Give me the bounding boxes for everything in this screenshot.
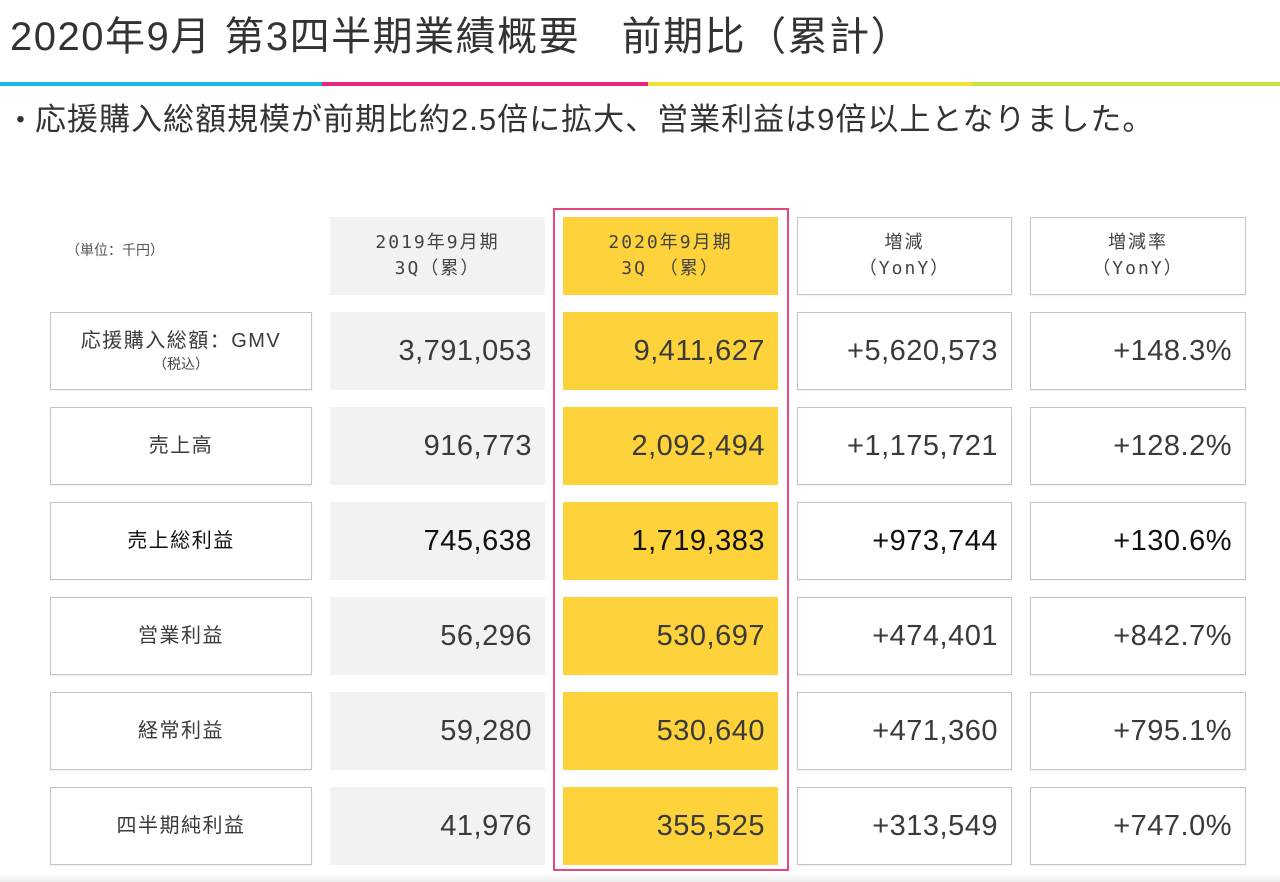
value-fy2019: 745,638 xyxy=(330,502,545,580)
row-label: 売上総利益 xyxy=(127,530,235,552)
underline-segment-yellow xyxy=(648,82,972,86)
value-change: +474,401 xyxy=(797,597,1012,675)
underline-segment-lime xyxy=(972,82,1280,86)
value-change-rate: +130.6% xyxy=(1030,502,1246,580)
value-fy2019: 916,773 xyxy=(330,407,545,485)
value-change-rate: +795.1% xyxy=(1030,692,1246,770)
row-label: 営業利益 xyxy=(138,625,224,647)
header-line: 3Q （累） xyxy=(621,258,720,279)
value-fy2019: 56,296 xyxy=(330,597,545,675)
value-change-rate: +128.2% xyxy=(1030,407,1246,485)
value-change-rate: +842.7% xyxy=(1030,597,1246,675)
value-fy2020: 355,525 xyxy=(563,787,778,865)
bullet-dot-icon: • xyxy=(16,106,25,133)
page-title: 2020年9月 第3四半期業績概要 前期比（累計） xyxy=(10,15,913,59)
value-change-rate: +747.0% xyxy=(1030,787,1246,865)
value-fy2020: 1,719,383 xyxy=(563,502,778,580)
value-fy2019: 59,280 xyxy=(330,692,545,770)
row-label-cell: 経常利益 xyxy=(50,692,312,770)
header-cell-fy2020: 2020年9月期 3Q （累） xyxy=(563,217,778,295)
header-cell-fy2019: 2019年9月期 3Q（累） xyxy=(330,217,545,295)
row-label: 経常利益 xyxy=(138,720,224,742)
header-line: 3Q（累） xyxy=(394,258,481,279)
header-line: （YonY） xyxy=(858,258,951,279)
row-label: 応援購入総額：GMV xyxy=(80,330,282,352)
value-change: +313,549 xyxy=(797,787,1012,865)
row-label: 四半期純利益 xyxy=(116,815,246,837)
header-line: （YonY） xyxy=(1092,258,1184,279)
value-fy2019: 3,791,053 xyxy=(330,312,545,390)
value-change-rate: +148.3% xyxy=(1030,312,1246,390)
header-line: 増減 xyxy=(884,232,925,253)
summary-bullet: • 応援購入総額規模が前期比約2.5倍に拡大、営業利益は9倍以上となりました。 xyxy=(6,100,1154,140)
row-label-cell: 売上総利益 xyxy=(50,502,312,580)
value-change: +1,175,721 xyxy=(797,407,1012,485)
slide-bottom-shade xyxy=(0,873,1280,882)
summary-text: 応援購入総額規模が前期比約2.5倍に拡大、営業利益は9倍以上となりました。 xyxy=(35,102,1155,137)
underline-segment-cyan xyxy=(0,82,322,86)
value-fy2020: 2,092,494 xyxy=(563,407,778,485)
unit-label: （単位：千円） xyxy=(66,242,164,258)
header-line: 増減率 xyxy=(1108,232,1168,253)
value-change: +973,744 xyxy=(797,502,1012,580)
value-fy2020: 9,411,627 xyxy=(563,312,778,390)
header-cell-change-rate: 増減率 （YonY） xyxy=(1030,217,1246,295)
row-label-cell: 売上高 xyxy=(50,407,312,485)
value-change: +471,360 xyxy=(797,692,1012,770)
underline-segment-pink xyxy=(322,82,648,86)
header-line: 2019年9月期 xyxy=(375,232,500,253)
title-underline-bar xyxy=(0,82,1280,86)
value-fy2020: 530,697 xyxy=(563,597,778,675)
value-fy2019: 41,976 xyxy=(330,787,545,865)
row-sublabel: （税込） xyxy=(153,356,209,372)
header-cell-change: 増減 （YonY） xyxy=(797,217,1012,295)
row-label-cell: 営業利益 xyxy=(50,597,312,675)
header-line: 2020年9月期 xyxy=(608,232,733,253)
value-fy2020: 530,640 xyxy=(563,692,778,770)
row-label: 売上高 xyxy=(148,435,214,457)
value-change: +5,620,573 xyxy=(797,312,1012,390)
row-label-cell: 応援購入総額：GMV （税込） xyxy=(50,312,312,390)
row-label-cell: 四半期純利益 xyxy=(50,787,312,865)
